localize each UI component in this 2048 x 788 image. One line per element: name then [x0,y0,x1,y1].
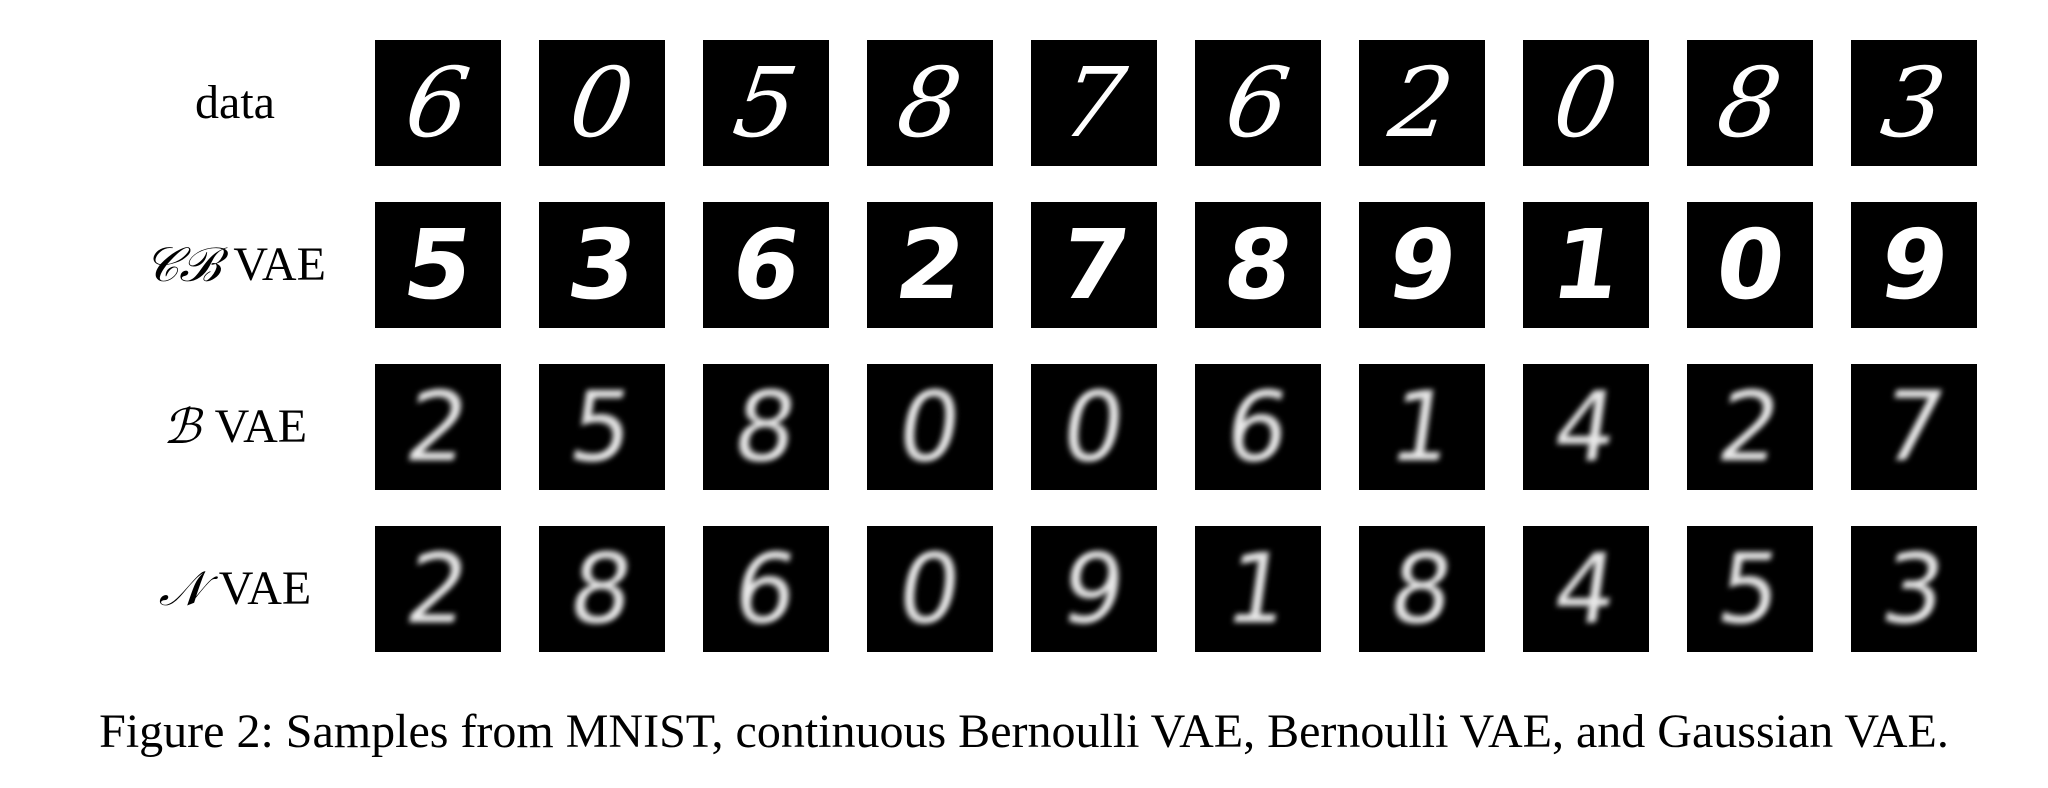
figure-caption: Figure 2: Samples from MNIST, continuous… [99,705,1949,758]
digit-sample-value: 2 [1711,371,1789,483]
digit-sample-value: 5 [563,371,641,483]
digit-sample-image: 1 [1523,202,1649,328]
digit-sample-value: 5 [727,47,805,159]
digit-sample-image: 4 [1523,526,1649,652]
row-label-text: VAE [214,400,308,453]
digit-sample-image: 5 [539,364,665,490]
digit-sample-image: 6 [703,202,829,328]
digit-sample-image: 2 [375,526,501,652]
digit-sample-value: 0 [1708,209,1792,321]
digit-sample-image: 9 [1031,526,1157,652]
digit-sample-image: 0 [867,526,993,652]
digit-sample-value: 3 [560,209,644,321]
digit-sample-image: 2 [1359,40,1485,166]
digit-sample-image: 3 [539,202,665,328]
digit-sample-image: 6 [1195,364,1321,490]
digit-sample-value: 4 [1547,533,1625,645]
digit-sample-value: 2 [399,533,477,645]
digit-sample-value: 9 [1380,209,1464,321]
digit-sample-image: 5 [375,202,501,328]
digit-sample-value: 2 [399,371,477,483]
n-vae-row-label: 𝒩 VAE [95,526,375,652]
digit-sample-value: 8 [891,47,969,159]
digit-sample-value: 3 [1875,533,1953,645]
b-vae-row-label: ℬ VAE [95,364,375,490]
digit-sample-value: 7 [1052,209,1136,321]
data-row-label: data [95,40,375,166]
digit-sample-value: 6 [727,533,805,645]
digit-sample-image: 7 [1031,40,1157,166]
digit-sample-image: 7 [1031,202,1157,328]
digit-sample-value: 8 [1383,533,1461,645]
digit-sample-value: 0 [563,47,641,159]
digit-sample-image: 3 [1851,40,1977,166]
digit-sample-value: 0 [1547,47,1625,159]
digit-sample-value: 0 [891,533,969,645]
row-label-text: VAE [233,238,326,291]
digit-sample-image: 2 [1687,364,1813,490]
digit-sample-value: 5 [396,209,480,321]
digit-sample-image: 5 [1687,526,1813,652]
digit-sample-image: 8 [539,526,665,652]
digit-sample-image: 3 [1851,526,1977,652]
digit-sample-value: 6 [1219,47,1297,159]
digit-sample-value: 3 [1875,47,1953,159]
digit-sample-value: 2 [888,209,972,321]
digit-sample-value: 2 [1383,47,1461,159]
digit-sample-image: 8 [1195,202,1321,328]
cb-vae-row-label: 𝒞ℬ VAE [95,202,375,328]
row-label-symbol: 𝒞ℬ [144,237,220,293]
digit-sample-image: 8 [867,40,993,166]
digit-sample-image: 9 [1851,202,1977,328]
digit-sample-value: 8 [727,371,805,483]
digit-sample-image: 0 [539,40,665,166]
digit-sample-value: 9 [1055,533,1133,645]
digit-sample-image: 1 [1359,364,1485,490]
digit-sample-image: 8 [703,364,829,490]
digit-sample-image: 8 [1687,40,1813,166]
digit-sample-image: 6 [703,526,829,652]
digit-sample-value: 1 [1219,533,1297,645]
digit-sample-image: 6 [375,40,501,166]
digit-sample-image: 4 [1523,364,1649,490]
digit-sample-value: 8 [1711,47,1789,159]
digit-sample-value: 7 [1875,371,1953,483]
row-label-symbol: 𝒩 [158,561,205,617]
digit-sample-image: 9 [1359,202,1485,328]
digit-sample-image: 2 [375,364,501,490]
digit-sample-value: 4 [1547,371,1625,483]
digit-sample-value: 0 [891,371,969,483]
digit-sample-image: 6 [1195,40,1321,166]
digit-sample-value: 8 [563,533,641,645]
digit-sample-value: 0 [1055,371,1133,483]
digit-sample-value: 7 [1055,47,1133,159]
digit-sample-value: 6 [399,47,477,159]
digit-sample-value: 5 [1711,533,1789,645]
digit-sample-image: 1 [1195,526,1321,652]
digit-sample-value: 6 [724,209,808,321]
digit-sample-value: 6 [1219,371,1297,483]
digit-sample-value: 1 [1544,209,1628,321]
digit-sample-value: 9 [1872,209,1956,321]
digit-sample-image: 0 [867,364,993,490]
digit-sample-image: 7 [1851,364,1977,490]
digit-sample-value: 1 [1383,371,1461,483]
digit-sample-image: 2 [867,202,993,328]
digit-sample-value: 8 [1216,209,1300,321]
row-label-text: data [195,76,275,129]
digit-sample-image: 0 [1031,364,1157,490]
digit-sample-image: 5 [703,40,829,166]
row-label-text: VAE [218,562,312,615]
digit-sample-image: 8 [1359,526,1485,652]
digit-sample-image: 0 [1523,40,1649,166]
row-label-symbol: ℬ [162,399,201,455]
digit-sample-image: 0 [1687,202,1813,328]
